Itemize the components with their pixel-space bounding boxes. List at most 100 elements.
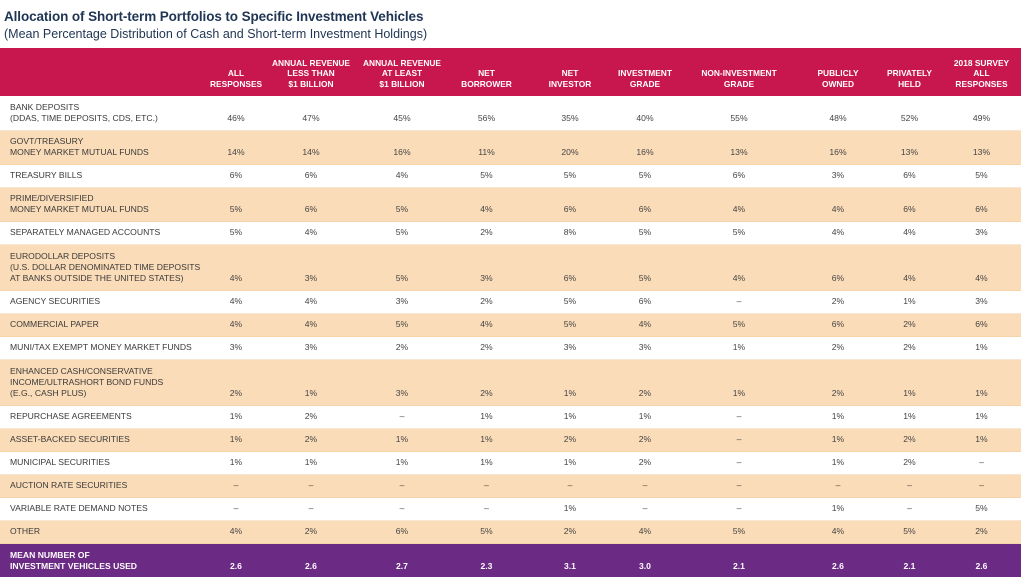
column-header: NET INVESTOR [548, 68, 592, 89]
table-cell: 1% [210, 451, 262, 475]
table-cell: 2% [611, 451, 679, 475]
table-cell: 1% [942, 428, 1021, 452]
table-cell: 1% [529, 451, 611, 475]
table-cell: 5% [611, 244, 679, 291]
table-cell: 5% [529, 313, 611, 337]
table-cell: 5% [360, 187, 444, 222]
table-cell: 4% [799, 520, 877, 544]
column-header: NON-INVESTMENT GRADE [701, 68, 777, 89]
table-cell: 49% [942, 96, 1021, 131]
table-cell: 35% [529, 96, 611, 131]
table-cell: 1% [360, 451, 444, 475]
table-cell: 4% [262, 290, 360, 314]
mean-row: MEAN NUMBER OF INVESTMENT VEHICLES USED 2.… [0, 543, 1021, 577]
table-title: Allocation of Short-term Portfolios to S… [4, 9, 424, 24]
table-cell: – [444, 474, 529, 498]
table-cell: 2% [799, 359, 877, 406]
table-row: TREASURY BILLS 6% 6% 4% 5% 5% 5% 6% 3% 6% 5% [0, 164, 1021, 188]
column-header: 2018 SURVEY ALL RESPONSES [953, 57, 1010, 89]
table-cell: 1% [799, 451, 877, 475]
table-cell: – [444, 497, 529, 521]
table-cell: 4% [679, 244, 799, 291]
table-cell: 1% [611, 405, 679, 429]
table-cell: 1% [942, 336, 1021, 360]
table-cell: 2% [444, 221, 529, 245]
table-cell: 6% [529, 187, 611, 222]
table-cell: 5% [942, 164, 1021, 188]
table-cell: 1% [444, 428, 529, 452]
table-cell: 56% [444, 96, 529, 131]
table-cell: – [611, 497, 679, 521]
row-label: PRIME/DIVERSIFIED MONEY MARKET MUTUAL FUN… [0, 187, 210, 222]
table-cell: 2.6 [262, 543, 360, 577]
table-cell: 5% [444, 520, 529, 544]
row-label: SEPARATELY MANAGED ACCOUNTS [0, 221, 210, 245]
table-cell: 6% [799, 244, 877, 291]
table-row: OTHER 4% 2% 6% 5% 2% 4% 5% 4% 5% 2% [0, 520, 1021, 544]
table-cell: 8% [529, 221, 611, 245]
table-row: PRIME/DIVERSIFIED MONEY MARKET MUTUAL FUN… [0, 187, 1021, 222]
table-cell: 4% [210, 290, 262, 314]
table-cell: 5% [611, 221, 679, 245]
table-cell: – [942, 451, 1021, 475]
table-cell: 1% [877, 405, 942, 429]
table-cell: 1% [877, 359, 942, 406]
table-cell: 1% [942, 359, 1021, 406]
table-cell: 2.1 [877, 543, 942, 577]
table-cell: 4% [210, 520, 262, 544]
row-label: REPURCHASE AGREEMENTS [0, 405, 210, 429]
table-cell: 55% [679, 96, 799, 131]
table-cell: 4% [942, 244, 1021, 291]
table-cell: 4% [210, 313, 262, 337]
table-cell: – [877, 497, 942, 521]
table-cell: 1% [210, 405, 262, 429]
column-header: PRIVATELY HELD [887, 68, 932, 89]
table-row: SEPARATELY MANAGED ACCOUNTS 5% 4% 5% 2% 8% 5% 5… [0, 221, 1021, 245]
table-cell: 20% [529, 130, 611, 165]
table-cell: – [799, 474, 877, 498]
row-label: EURODOLLAR DEPOSITS (U.S. DOLLAR DENOMINA… [0, 244, 210, 291]
table-cell: 2.7 [360, 543, 444, 577]
table-cell: 4% [262, 221, 360, 245]
table-cell: 5% [679, 221, 799, 245]
table-cell: 6% [529, 244, 611, 291]
table-row: BANK DEPOSITS (DDAS, TIME DEPOSITS, CDS, … [0, 96, 1021, 131]
table-cell: – [679, 497, 799, 521]
row-label: ENHANCED CASH/CONSERVATIVE INCOME/ULTRASH… [0, 359, 210, 406]
table-cell: 2% [444, 359, 529, 406]
table-row: COMMERCIAL PAPER 4% 4% 5% 4% 5% 4% 5% 6% 2% 6% [0, 313, 1021, 337]
table-cell: 48% [799, 96, 877, 131]
column-header: PUBLICLY OWNED [817, 68, 859, 89]
table-cell: – [679, 290, 799, 314]
row-label: COMMERCIAL PAPER [0, 313, 210, 337]
table-cell: 6% [942, 187, 1021, 222]
table-cell: 5% [210, 221, 262, 245]
table-cell: 2% [877, 428, 942, 452]
table-cell: 16% [611, 130, 679, 165]
table-cell: 6% [360, 520, 444, 544]
table-cell: 5% [611, 164, 679, 188]
table-cell: 4% [611, 520, 679, 544]
table-cell: 1% [262, 359, 360, 406]
table-cell: – [529, 474, 611, 498]
table-cell: 2.1 [679, 543, 799, 577]
table-cell: – [262, 497, 360, 521]
table-cell: 47% [262, 96, 360, 131]
table-cell: 4% [877, 244, 942, 291]
table-cell: – [679, 405, 799, 429]
table-cell: – [360, 474, 444, 498]
table-cell: 1% [444, 405, 529, 429]
table-row: ENHANCED CASH/CONSERVATIVE INCOME/ULTRASH… [0, 359, 1021, 406]
table-cell: 2% [877, 451, 942, 475]
table-cell: 2.6 [210, 543, 262, 577]
table-cell: 2% [210, 359, 262, 406]
table-cell: 1% [444, 451, 529, 475]
table-cell: 3% [360, 290, 444, 314]
column-header: ANNUAL REVENUE AT LEAST $1 BILLION [362, 57, 442, 89]
table-cell: 5% [360, 313, 444, 337]
table-cell: 46% [210, 96, 262, 131]
table-cell: – [360, 497, 444, 521]
table-cell: 1% [529, 359, 611, 406]
table-cell: 2% [611, 359, 679, 406]
table-row: MUNICIPAL SECURITIES 1% 1% 1% 1% 1% 2% –1% 2% – [0, 451, 1021, 475]
